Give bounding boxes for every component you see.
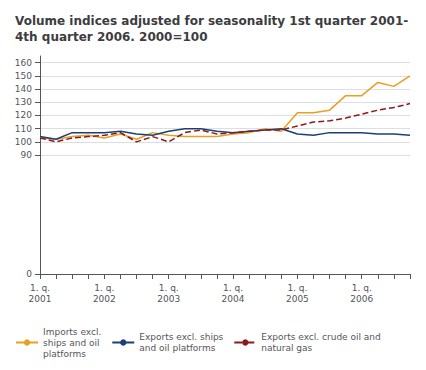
svg-text:160: 160 — [15, 58, 32, 68]
svg-text:90: 90 — [21, 150, 33, 160]
svg-text:ships and oil: ships and oil — [43, 338, 99, 348]
svg-text:Exports excl. crude oil and: Exports excl. crude oil and — [261, 332, 381, 342]
svg-text:1. q.: 1. q. — [352, 283, 372, 293]
svg-text:1. q.: 1. q. — [159, 283, 179, 293]
svg-text:2001: 2001 — [29, 294, 52, 304]
svg-text:150: 150 — [15, 71, 32, 81]
svg-text:2003: 2003 — [157, 294, 180, 304]
svg-text:100: 100 — [15, 137, 32, 147]
svg-text:natural gas: natural gas — [261, 343, 312, 353]
svg-text:and oil platforms: and oil platforms — [139, 343, 215, 353]
svg-text:0: 0 — [26, 269, 32, 279]
svg-text:140: 140 — [15, 84, 32, 94]
svg-text:1. q.: 1. q. — [30, 283, 50, 293]
svg-text:130: 130 — [15, 97, 32, 107]
svg-text:1. q.: 1. q. — [94, 283, 114, 293]
svg-text:110: 110 — [15, 124, 32, 134]
svg-text:Imports excl.: Imports excl. — [43, 327, 101, 337]
svg-text:1. q.: 1. q. — [287, 283, 307, 293]
svg-text:1. q.: 1. q. — [223, 283, 243, 293]
svg-text:2005: 2005 — [286, 294, 309, 304]
svg-text:platforms: platforms — [43, 349, 86, 359]
svg-text:4th quarter 2006. 2000=100: 4th quarter 2006. 2000=100 — [15, 30, 208, 44]
svg-text:2004: 2004 — [222, 294, 245, 304]
svg-text:Volume indices adjusted for se: Volume indices adjusted for seasonality … — [15, 14, 408, 28]
svg-text:120: 120 — [15, 110, 32, 120]
svg-text:Exports excl. ships: Exports excl. ships — [139, 332, 223, 342]
svg-text:2006: 2006 — [350, 294, 373, 304]
svg-text:2002: 2002 — [93, 294, 116, 304]
